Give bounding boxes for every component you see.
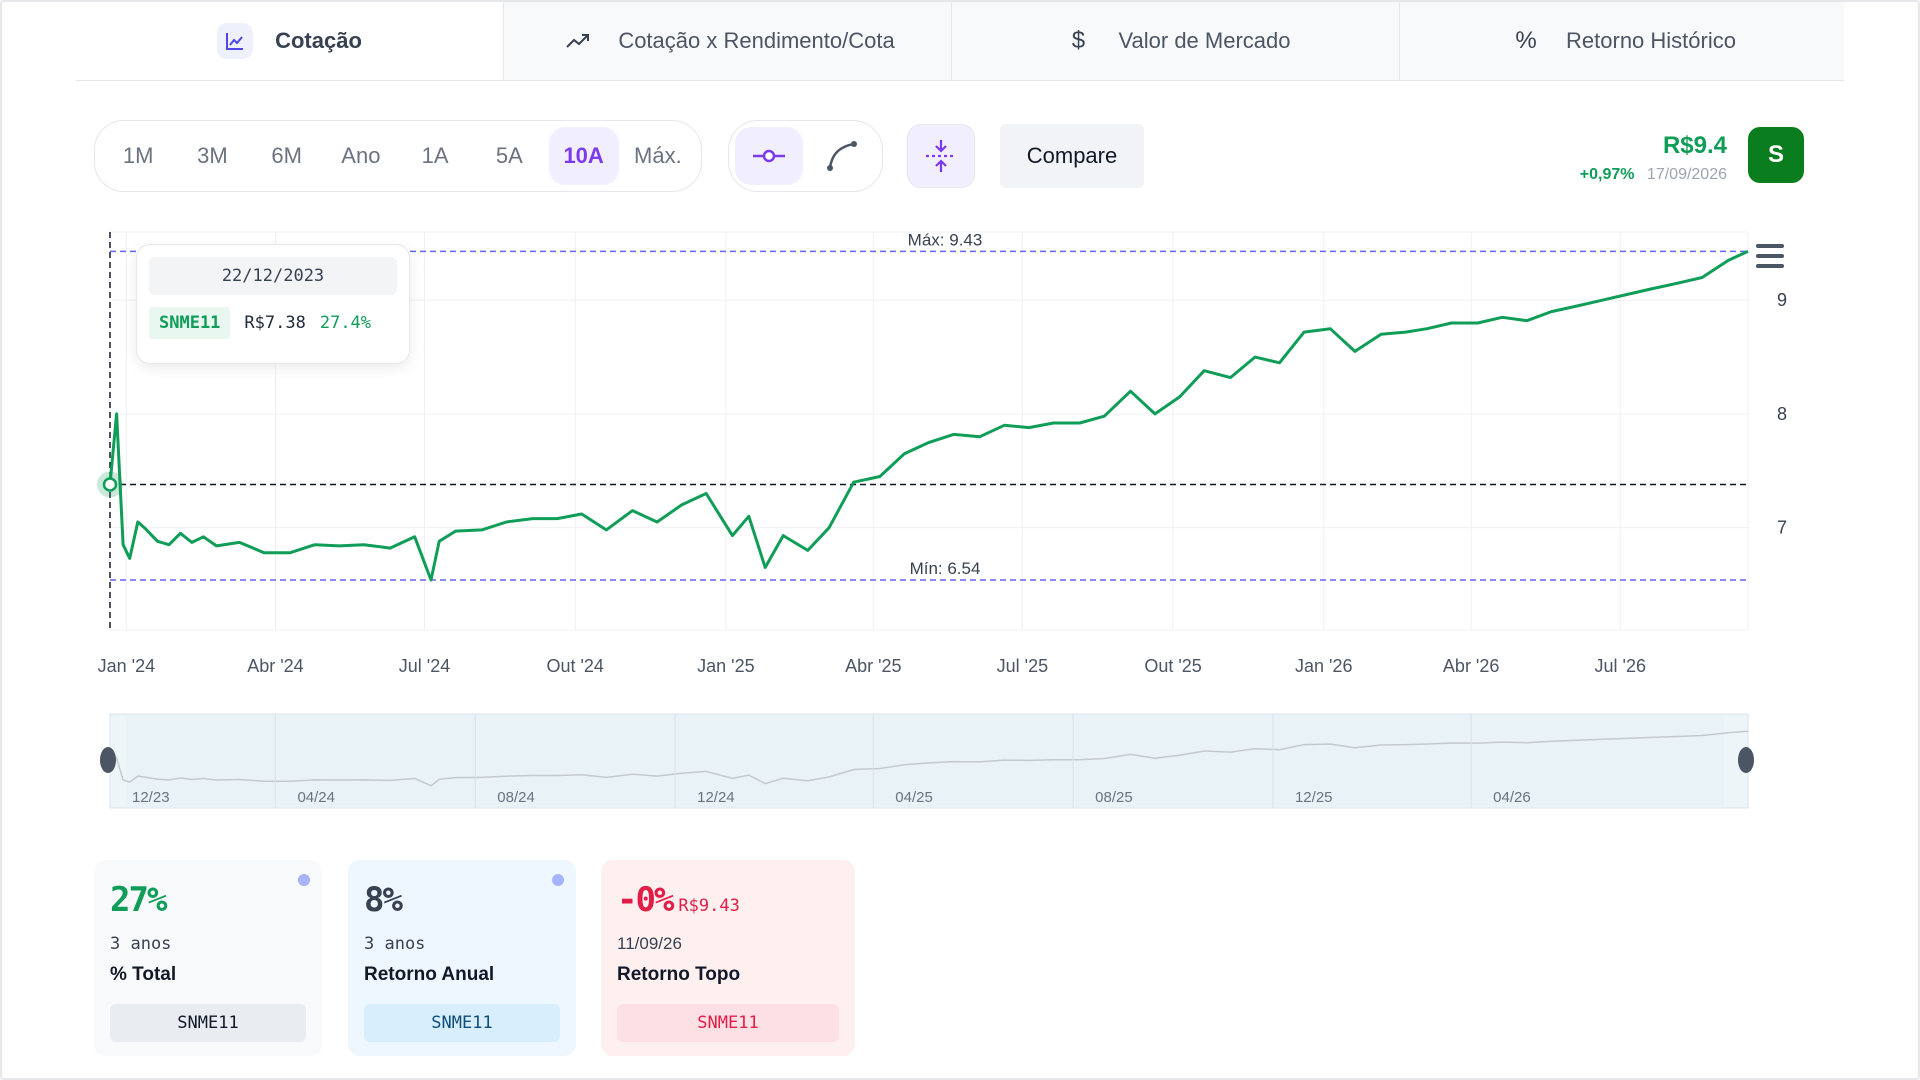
card-period: 3 anos	[364, 934, 426, 954]
stat-card-top-return: -0% R$9.43 11/09/26 Retorno Topo SNME11	[601, 860, 855, 1056]
line-chart-icon	[217, 23, 254, 59]
line-mode-toggle	[728, 120, 883, 192]
period-1m[interactable]: 1M	[122, 143, 154, 168]
tab-cotacao[interactable]: Cotação	[76, 2, 504, 80]
percent-icon: %	[1515, 27, 1537, 54]
card-period: 3 anos	[110, 934, 172, 954]
tab-label: Cotação	[275, 28, 362, 53]
period-1a[interactable]: 1A	[421, 143, 449, 168]
period-selector: 1M 3M 6M Ano 1A 5A 10A Máx.	[94, 120, 702, 192]
card-value: 27%	[110, 880, 167, 920]
chart-tooltip: 22/12/2023 SNME11 R$7.38 27.4%	[136, 244, 410, 364]
curve-icon	[827, 141, 858, 171]
tooltip-ticker: SNME11	[149, 307, 231, 339]
avatar[interactable]: S	[1748, 127, 1804, 183]
compress-icon	[926, 140, 956, 172]
status-dot	[552, 874, 564, 886]
stat-card-annual: 8% 3 anos Retorno Anual SNME11	[348, 860, 576, 1056]
card-ticker: SNME11	[617, 1004, 839, 1042]
trending-up-icon	[560, 23, 596, 59]
tab-label: Cotação x Rendimento/Cota	[618, 28, 895, 53]
price-value: R$9.4	[1662, 132, 1727, 159]
compress-button[interactable]	[907, 124, 975, 188]
straight-line-button[interactable]	[735, 127, 803, 185]
chart-tabs: Cotação Cotação x Rendimento/Cota $ Valo…	[76, 2, 1844, 81]
card-top-price: R$9.43	[678, 896, 740, 916]
card-label: % Total	[110, 964, 177, 985]
price-change: +0,97%	[1579, 166, 1635, 183]
tooltip-date: 22/12/2023	[149, 257, 397, 295]
tooltip-price: R$7.38	[244, 313, 306, 333]
card-ticker: SNME11	[364, 1004, 560, 1042]
card-value: 8%	[364, 880, 403, 920]
card-ticker: SNME11	[110, 1004, 306, 1042]
tab-label: Retorno Histórico	[1566, 28, 1736, 53]
period-ano[interactable]: Ano	[341, 143, 381, 168]
status-dot	[298, 874, 310, 886]
tab-label: Valor de Mercado	[1118, 28, 1291, 53]
tab-cotacao-rendimento[interactable]: Cotação x Rendimento/Cota	[504, 2, 952, 80]
compare-button[interactable]: Compare	[1000, 124, 1144, 188]
card-label: Retorno Anual	[364, 964, 495, 985]
stat-card-total: 27% 3 anos % Total SNME11	[94, 860, 322, 1056]
price-date: 17/09/2026	[1646, 166, 1727, 183]
tab-retorno-historico[interactable]: % Retorno Histórico	[1400, 2, 1844, 80]
navigator-right-handle[interactable]	[1738, 747, 1754, 773]
current-price: R$9.4 +0,97% 17/09/2026	[1580, 132, 1727, 184]
period-6m[interactable]: 6M	[271, 143, 302, 168]
hamburger-menu-icon[interactable]	[1756, 244, 1784, 268]
tooltip-percent: 27.4%	[319, 313, 372, 333]
straight-line-icon	[752, 149, 785, 163]
tab-valor-mercado[interactable]: $ Valor de Mercado	[952, 2, 1400, 80]
card-value: -0%	[617, 880, 674, 920]
period-5a[interactable]: 5A	[495, 143, 523, 168]
card-label: Retorno Topo	[617, 964, 741, 985]
period-3m[interactable]: 3M	[197, 143, 228, 168]
period-10a[interactable]: 10A	[548, 127, 619, 185]
navigator-left-handle[interactable]	[100, 747, 116, 773]
period-max[interactable]: Máx.	[634, 143, 682, 168]
card-date: 11/09/26	[617, 934, 682, 953]
curved-line-button[interactable]	[809, 127, 877, 185]
dollar-icon: $	[1071, 27, 1086, 54]
